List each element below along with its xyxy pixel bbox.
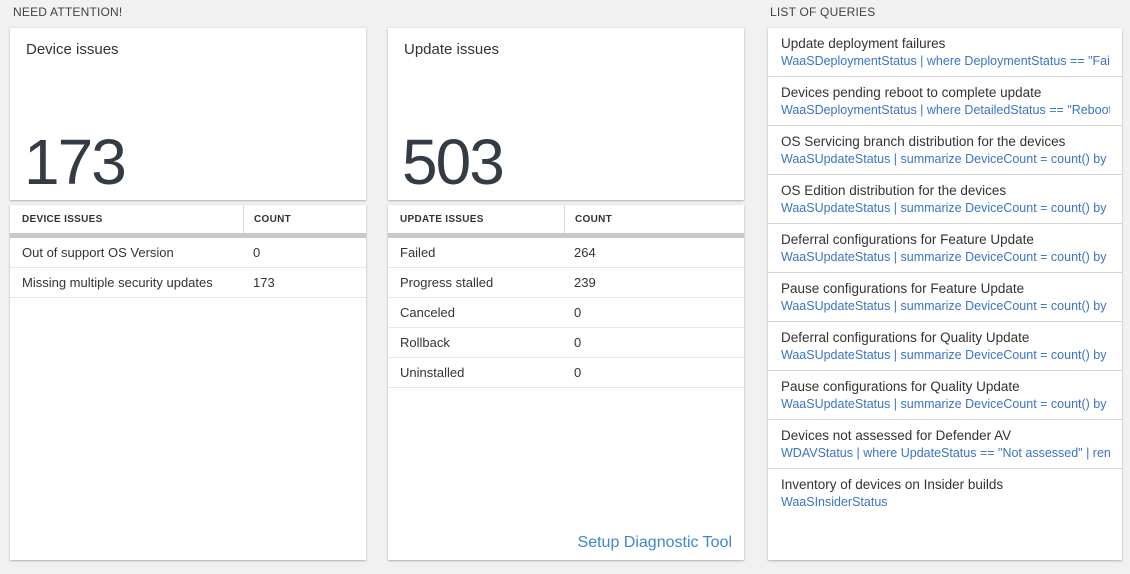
update-issue-count: 0 bbox=[574, 365, 582, 380]
query-text: WaaSUpdateStatus | summarize DeviceCount… bbox=[781, 299, 1110, 313]
query-title: Pause configurations for Quality Update bbox=[781, 379, 1020, 394]
query-text: WaaSUpdateStatus | summarize DeviceCount… bbox=[781, 250, 1110, 264]
device-issues-table-header: DEVICE ISSUES COUNT bbox=[10, 205, 366, 233]
query-list-item[interactable]: Deferral configurations for Quality Upda… bbox=[768, 322, 1122, 371]
query-list-item[interactable]: Devices pending reboot to complete updat… bbox=[768, 77, 1122, 126]
update-issue-label: Failed bbox=[400, 245, 436, 260]
table-header-divider-bar bbox=[10, 233, 366, 238]
query-list-item[interactable]: Deferral configurations for Feature Upda… bbox=[768, 224, 1122, 273]
device-issues-column-header: DEVICE ISSUES bbox=[22, 213, 103, 225]
update-issue-row[interactable]: Progress stalled 239 bbox=[388, 268, 744, 298]
query-text: WaaSDeploymentStatus | where DetailedSta… bbox=[781, 103, 1110, 117]
update-issues-table-card: UPDATE ISSUES COUNT Failed 264 Progress … bbox=[388, 205, 744, 560]
query-title: Pause configurations for Feature Update bbox=[781, 281, 1025, 296]
query-title: Inventory of devices on Insider builds bbox=[781, 477, 1004, 492]
query-text: WaaSUpdateStatus | summarize DeviceCount… bbox=[781, 201, 1110, 215]
device-issues-total-count: 173 bbox=[24, 126, 127, 198]
table-header-divider-bar bbox=[388, 233, 744, 238]
query-list-item[interactable]: Update deployment failures WaaSDeploymen… bbox=[768, 28, 1122, 77]
update-issues-table-body: Failed 264 Progress stalled 239 Canceled… bbox=[388, 238, 744, 388]
query-title: Deferral configurations for Feature Upda… bbox=[781, 232, 1034, 247]
update-issues-column-header: UPDATE ISSUES bbox=[400, 213, 484, 225]
query-title: Deferral configurations for Quality Upda… bbox=[781, 330, 1030, 345]
device-issues-table-card: DEVICE ISSUES COUNT Out of support OS Ve… bbox=[10, 205, 366, 560]
device-issues-table-body: Out of support OS Version 0 Missing mult… bbox=[10, 238, 366, 298]
update-issue-count: 264 bbox=[574, 245, 596, 260]
update-issues-total-count: 503 bbox=[402, 126, 505, 198]
device-issues-tile[interactable]: Device issues 173 bbox=[10, 28, 366, 200]
list-of-queries-section-label: LIST OF QUERIES bbox=[770, 5, 876, 19]
count-column-header: COUNT bbox=[575, 213, 613, 225]
query-text: WaaSDeploymentStatus | where DeploymentS… bbox=[781, 54, 1110, 68]
query-text: WaaSUpdateStatus | summarize DeviceCount… bbox=[781, 152, 1110, 166]
query-list-item[interactable]: OS Edition distribution for the devices … bbox=[768, 175, 1122, 224]
setup-diagnostic-tool-link[interactable]: Setup Diagnostic Tool bbox=[577, 534, 732, 551]
count-column-header: COUNT bbox=[254, 213, 292, 225]
query-title: OS Servicing branch distribution for the… bbox=[781, 134, 1066, 149]
update-issues-tile-title: Update issues bbox=[404, 41, 500, 58]
query-list-item[interactable]: Pause configurations for Quality Update … bbox=[768, 371, 1122, 420]
query-title: Update deployment failures bbox=[781, 36, 946, 51]
update-issue-label: Rollback bbox=[400, 335, 450, 350]
update-issue-row[interactable]: Uninstalled 0 bbox=[388, 358, 744, 388]
update-issue-row[interactable]: Canceled 0 bbox=[388, 298, 744, 328]
need-attention-section-label: NEED ATTENTION! bbox=[13, 5, 123, 19]
query-text: WaaSUpdateStatus | summarize DeviceCount… bbox=[781, 397, 1110, 411]
device-issues-tile-title: Device issues bbox=[26, 41, 119, 58]
update-issue-label: Uninstalled bbox=[400, 365, 465, 380]
query-text: WaaSInsiderStatus bbox=[781, 495, 888, 509]
query-list-item[interactable]: OS Servicing branch distribution for the… bbox=[768, 126, 1122, 175]
query-text: WaaSUpdateStatus | summarize DeviceCount… bbox=[781, 348, 1110, 362]
device-issue-row[interactable]: Missing multiple security updates 173 bbox=[10, 268, 366, 298]
device-issue-label: Out of support OS Version bbox=[22, 245, 174, 260]
update-issues-tile[interactable]: Update issues 503 bbox=[388, 28, 744, 200]
device-issue-count: 0 bbox=[253, 245, 261, 260]
update-issue-row[interactable]: Failed 264 bbox=[388, 238, 744, 268]
query-title: Devices pending reboot to complete updat… bbox=[781, 85, 1042, 100]
query-list-item[interactable]: Pause configurations for Feature Update … bbox=[768, 273, 1122, 322]
query-list-item[interactable]: Devices not assessed for Defender AV WDA… bbox=[768, 420, 1122, 469]
update-issue-label: Canceled bbox=[400, 305, 455, 320]
device-issue-label: Missing multiple security updates bbox=[22, 275, 213, 290]
query-text: WDAVStatus | where UpdateStatus == "Not … bbox=[781, 446, 1110, 460]
update-issues-table-header: UPDATE ISSUES COUNT bbox=[388, 205, 744, 233]
query-list-item[interactable]: Inventory of devices on Insider builds W… bbox=[768, 469, 1122, 517]
list-of-queries-panel: Update deployment failures WaaSDeploymen… bbox=[768, 28, 1122, 560]
device-issue-count: 173 bbox=[253, 275, 275, 290]
update-issue-count: 239 bbox=[574, 275, 596, 290]
query-title: OS Edition distribution for the devices bbox=[781, 183, 1007, 198]
device-issue-row[interactable]: Out of support OS Version 0 bbox=[10, 238, 366, 268]
update-issue-count: 0 bbox=[574, 305, 582, 320]
query-title: Devices not assessed for Defender AV bbox=[781, 428, 1012, 443]
update-issue-label: Progress stalled bbox=[400, 275, 494, 290]
update-issue-row[interactable]: Rollback 0 bbox=[388, 328, 744, 358]
update-issue-count: 0 bbox=[574, 335, 582, 350]
